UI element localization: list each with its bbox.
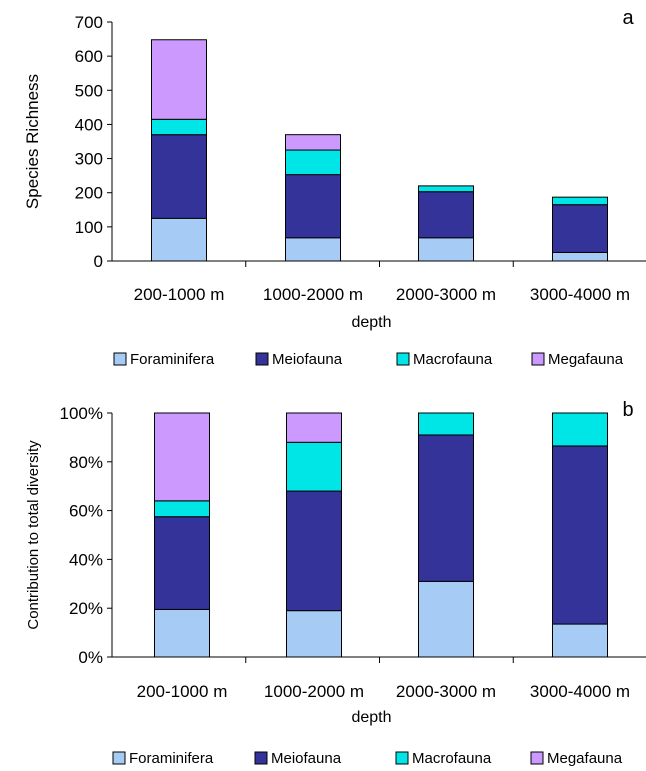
y-tick-label: 600 — [75, 47, 103, 66]
legend-swatch-meiofauna — [255, 352, 269, 366]
chart-panel-a: 0 100 200 300 400 500 600 700 200-1000 m 1000-200… — [23, 7, 646, 331]
bar-meiofauna-1000-2000-m — [285, 174, 341, 239]
bar-macrofauna-200-1000-m — [154, 500, 210, 518]
bar-macrofauna-3000-4000-m — [552, 412, 608, 447]
x-tick-label: 3000-4000 m — [530, 285, 630, 304]
bar-macrofauna-2000-3000-m — [418, 185, 474, 193]
x-tick-label: 3000-4000 m — [530, 682, 630, 701]
y-tick-label: 100% — [60, 404, 103, 423]
legend-swatch-foraminifera — [112, 751, 126, 765]
bar-foraminifera-3000-4000-m — [552, 623, 608, 658]
legend-label-meiofauna: Meiofauna — [271, 750, 342, 767]
bar-foraminifera-200-1000-m — [151, 217, 207, 262]
bar-megafauna-200-1000-m — [154, 412, 210, 502]
chart-panel-b: 0% 20% 40% 60% 80% 100% 200-1000 m 1000-2000 m 2… — [25, 399, 646, 726]
x-tick-label: 1000-2000 m — [264, 682, 364, 701]
legend-label-foraminifera: Foraminifera — [130, 351, 215, 368]
y-tick-label: 60% — [69, 502, 103, 521]
bar-foraminifera-3000-4000-m — [552, 251, 608, 262]
x-tick-label: 200-1000 m — [134, 285, 225, 304]
x-axis-label: depth — [351, 709, 391, 726]
y-tick-label: 0% — [78, 648, 103, 667]
panel-label: b — [622, 399, 633, 421]
bar-macrofauna-200-1000-m — [151, 118, 207, 136]
legend-label-megafauna: Megafauna — [548, 351, 624, 368]
bar-foraminifera-200-1000-m — [154, 608, 210, 658]
bar-foraminifera-1000-2000-m — [285, 237, 341, 262]
y-tick-label: 0 — [94, 252, 103, 271]
bar-meiofauna-1000-2000-m — [286, 490, 342, 612]
legend-swatch-megafauna — [531, 352, 545, 366]
y-tick-label: 40% — [69, 550, 103, 569]
legend-a: Foraminifera Meiofauna Macrofauna Megafauna — [113, 351, 624, 368]
bar-meiofauna-2000-3000-m — [418, 434, 474, 582]
x-tick-label: 1000-2000 m — [263, 285, 363, 304]
y-axis-label: Contribution to total diversity — [25, 440, 42, 630]
x-tick-label: 200-1000 m — [137, 682, 228, 701]
legend-swatch-meiofauna — [254, 751, 268, 765]
bar-megafauna-200-1000-m — [151, 39, 207, 120]
x-axis-label: depth — [351, 314, 391, 331]
bar-foraminifera-2000-3000-m — [418, 580, 474, 658]
bar-foraminifera-2000-3000-m — [418, 237, 474, 262]
legend-label-megafauna: Megafauna — [547, 750, 623, 767]
y-tick-label: 500 — [75, 81, 103, 100]
legend-swatch-foraminifera — [113, 352, 127, 366]
panel-label: a — [622, 7, 634, 29]
bar-megafauna-1000-2000-m — [285, 134, 341, 151]
bar-megafauna-1000-2000-m — [286, 412, 342, 443]
bar-macrofauna-1000-2000-m — [286, 441, 342, 492]
bar-meiofauna-2000-3000-m — [418, 191, 474, 239]
bar-meiofauna-200-1000-m — [151, 134, 207, 219]
bar-macrofauna-3000-4000-m — [552, 196, 608, 206]
y-tick-label: 300 — [75, 150, 103, 169]
bar-meiofauna-3000-4000-m — [552, 204, 608, 253]
bar-macrofauna-2000-3000-m — [418, 412, 474, 436]
bar-meiofauna-3000-4000-m — [552, 445, 608, 625]
legend-label-meiofauna: Meiofauna — [272, 351, 343, 368]
bar-macrofauna-1000-2000-m — [285, 149, 341, 176]
legend-label-macrofauna: Macrofauna — [413, 351, 493, 368]
y-tick-label: 80% — [69, 453, 103, 472]
x-tick-label: 2000-3000 m — [396, 682, 496, 701]
x-tick-label: 2000-3000 m — [396, 285, 496, 304]
bar-foraminifera-1000-2000-m — [286, 610, 342, 658]
bar-meiofauna-200-1000-m — [154, 516, 210, 610]
legend-b: Foraminifera Meiofauna Macrofauna Megafauna — [112, 750, 623, 767]
y-tick-label: 20% — [69, 599, 103, 618]
y-tick-label: 700 — [75, 13, 103, 32]
y-tick-label: 100 — [75, 218, 103, 237]
y-axis-label: Species Richness — [23, 74, 42, 209]
y-tick-label: 400 — [75, 115, 103, 134]
legend-swatch-megafauna — [530, 751, 544, 765]
legend-swatch-macrofauna — [396, 352, 410, 366]
y-tick-label: 200 — [75, 184, 103, 203]
legend-label-macrofauna: Macrofauna — [412, 750, 492, 767]
legend-swatch-macrofauna — [395, 751, 409, 765]
legend-label-foraminifera: Foraminifera — [129, 750, 214, 767]
